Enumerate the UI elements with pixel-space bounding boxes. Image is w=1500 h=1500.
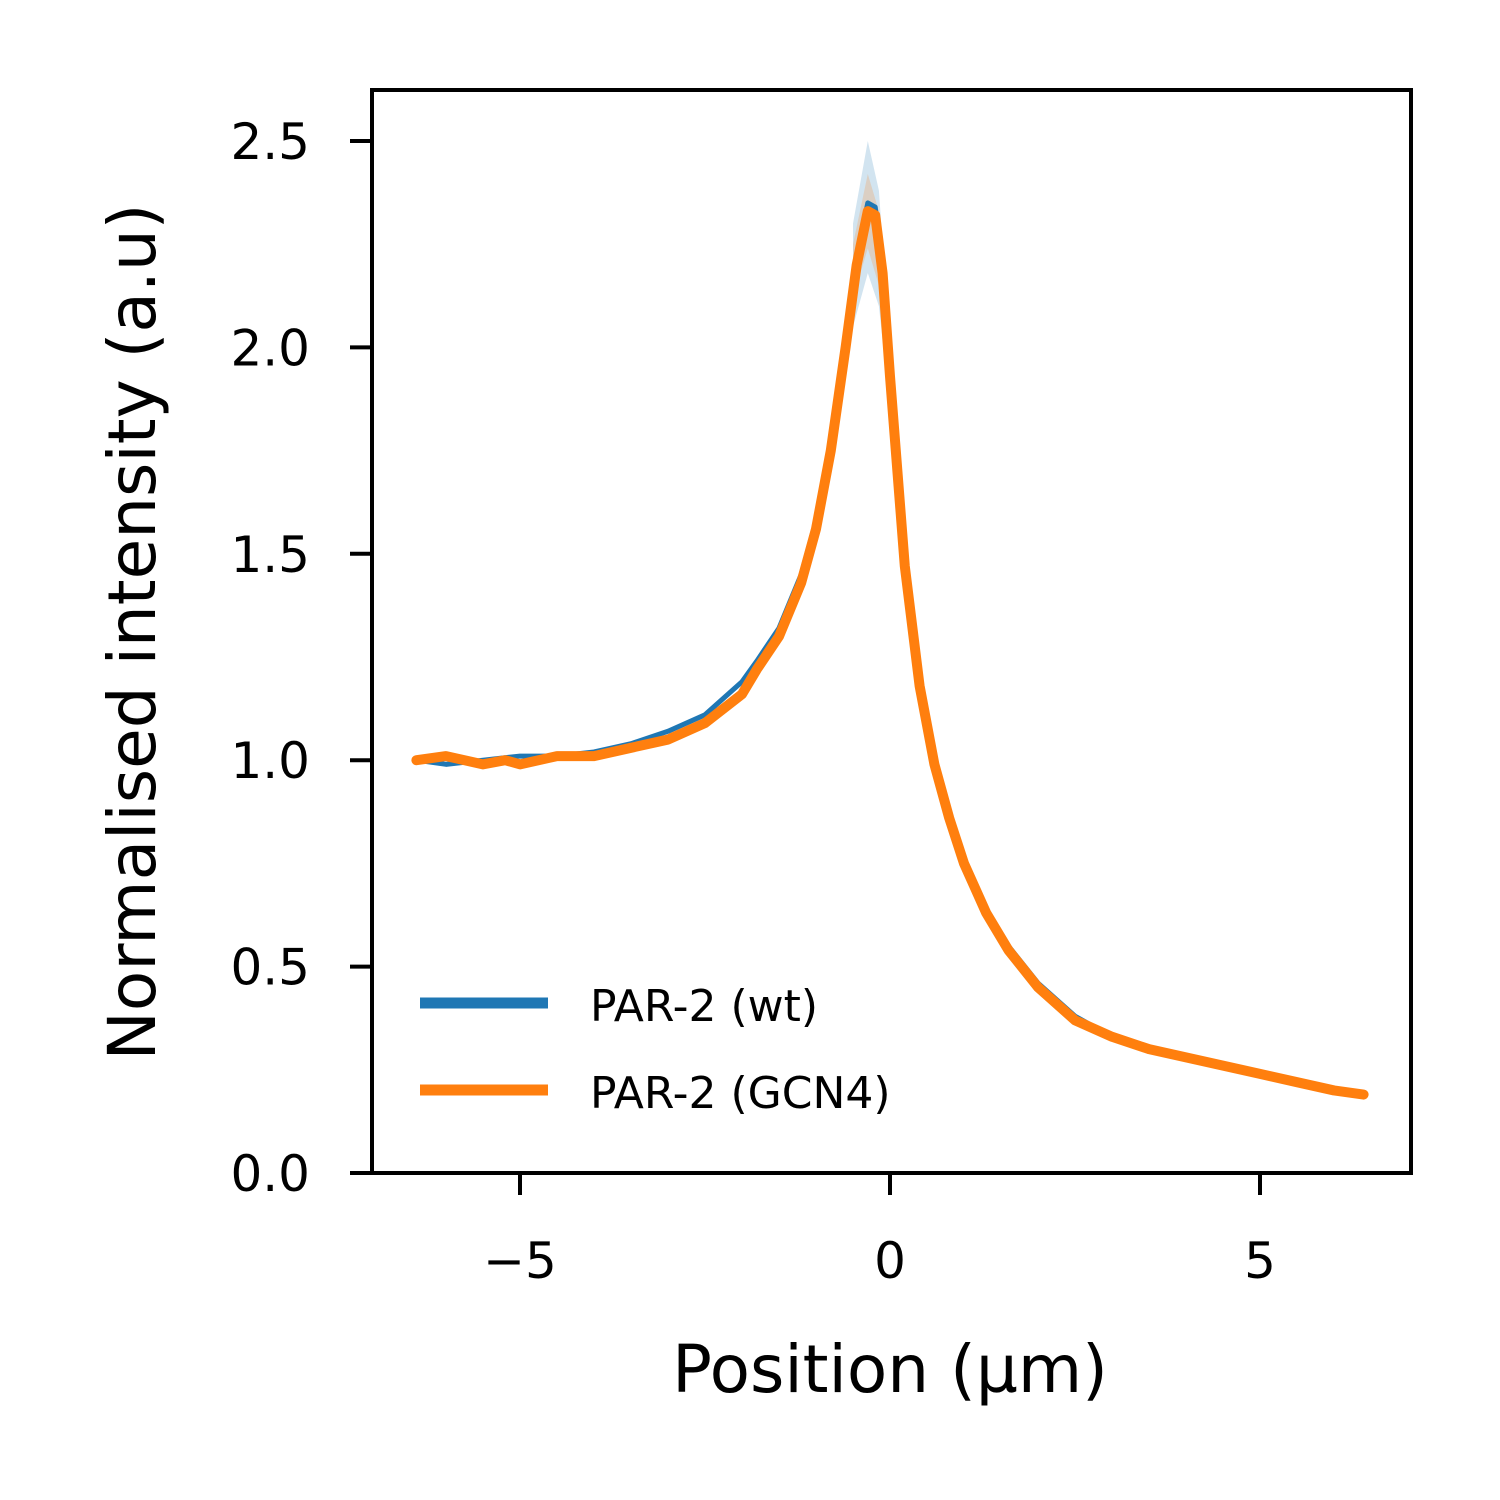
y-tick-label: 0.0 [230, 1145, 310, 1203]
y-tick-label: 1.0 [230, 732, 310, 790]
plot-frame [370, 88, 1413, 1175]
x-axis-label: Position (µm) [672, 1331, 1108, 1408]
y-axis: 0.0 0.5 1.0 1.5 2.0 2.5 [230, 113, 372, 1203]
confidence-band-0 [853, 141, 890, 410]
y-tick-label: 2.5 [230, 113, 310, 171]
legend: PAR-2 (wt) PAR-2 (GCN4) [420, 981, 891, 1119]
legend-label-wt: PAR-2 (wt) [590, 981, 818, 1032]
x-tick-label: −5 [483, 1232, 557, 1290]
y-tick-label: 2.0 [230, 319, 310, 377]
legend-label-gcn4: PAR-2 (GCN4) [590, 1068, 891, 1119]
x-axis: −5 0 5 [483, 1173, 1276, 1290]
x-tick-label: 5 [1244, 1232, 1276, 1290]
y-tick-label: 1.5 [230, 526, 310, 584]
y-tick-label: 0.5 [230, 939, 310, 997]
y-axis-label: Normalised intensity (a.u) [94, 204, 171, 1061]
series-line-1 [411, 206, 1369, 1100]
series-lines [411, 200, 1369, 1100]
x-tick-label: 0 [874, 1232, 906, 1290]
